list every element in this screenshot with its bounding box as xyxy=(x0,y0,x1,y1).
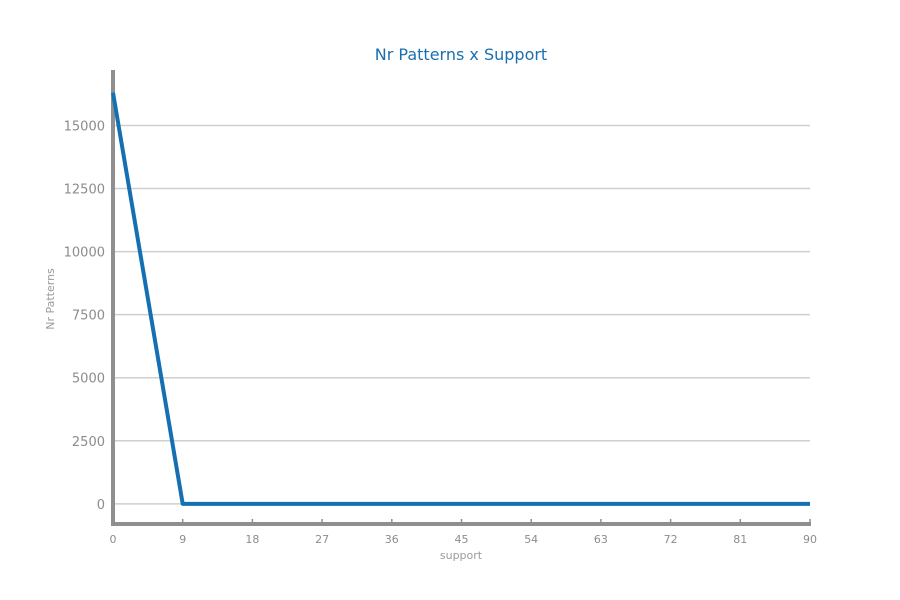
y-tick-label-3: 7500 xyxy=(72,309,105,324)
y-tick-label-1: 2500 xyxy=(72,435,105,450)
x-tick-label-5: 45 xyxy=(455,533,469,546)
x-tick-label-4: 36 xyxy=(385,533,399,546)
y-tick-label-0: 0 xyxy=(97,498,105,513)
x-axis-label: support xyxy=(440,549,483,562)
series-layer xyxy=(111,92,811,506)
axes xyxy=(111,70,811,526)
y-axis-label: Nr Patterns xyxy=(44,268,57,330)
y-tick-label-6: 15000 xyxy=(64,119,105,134)
series-line-0 xyxy=(111,92,810,506)
y-tick-label-5: 12500 xyxy=(64,183,105,198)
tick-labels: 0 2500 5000 7500 10000 12500 15000 0 9 18 27 36 45 54… xyxy=(64,119,817,546)
x-tick-label-6: 54 xyxy=(524,533,538,546)
x-tick-label-1: 9 xyxy=(179,533,186,546)
y-tick-label-4: 10000 xyxy=(64,246,105,261)
grid-lines xyxy=(113,124,810,505)
x-tick-label-2: 18 xyxy=(245,533,259,546)
x-tick-label-10: 90 xyxy=(803,533,817,546)
x-tick-label-8: 72 xyxy=(664,533,678,546)
y-tick-label-2: 5000 xyxy=(72,372,105,387)
x-tick-label-3: 27 xyxy=(315,533,329,546)
x-tick-label-0: 0 xyxy=(110,533,117,546)
x-tick-label-7: 63 xyxy=(594,533,608,546)
x-tick-label-9: 81 xyxy=(733,533,747,546)
chart-title: Nr Patterns x Support xyxy=(375,45,547,64)
